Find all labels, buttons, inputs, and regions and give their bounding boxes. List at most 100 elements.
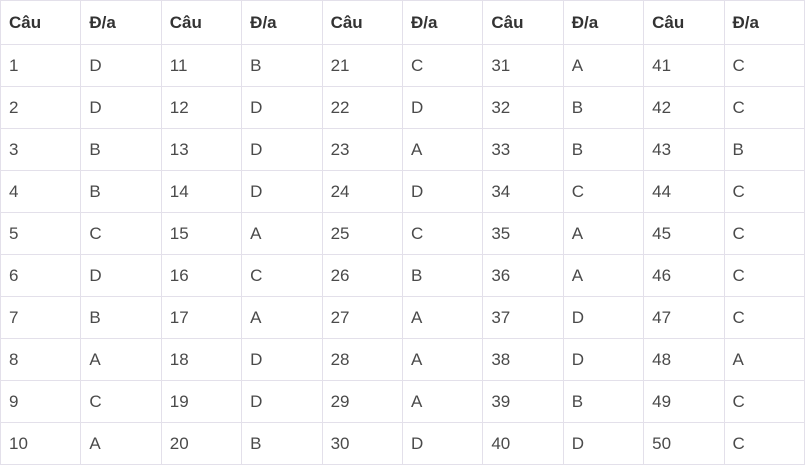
table-cell: D [241,86,323,129]
table-cell: B [241,422,323,465]
table-cell: 16 [160,254,243,297]
table-cell: 44 [643,170,725,213]
table-cell: 23 [321,128,403,171]
table-cell: D [562,422,645,465]
table-cell: 39 [482,380,564,423]
header-cell: Câu [482,0,564,45]
table-cell: 37 [482,296,564,339]
table-cell: C [80,212,162,255]
table-row: 8 A 18 D 28 A 38 D 48 A [0,338,806,381]
table-cell: A [401,380,484,423]
table-cell: 41 [643,44,725,87]
table-cell: 24 [321,170,403,213]
table-cell: D [241,380,323,423]
table-cell: C [723,296,806,339]
table-cell: D [401,422,484,465]
table-cell: C [241,254,323,297]
table-cell: 28 [321,338,403,381]
table-cell: 18 [160,338,243,381]
header-cell: Câu [321,0,403,45]
header-cell: Đ/a [401,0,484,45]
table-cell: C [723,86,806,129]
table-cell: 12 [160,86,243,129]
table-row: 9 C 19 D 29 A 39 B 49 C [0,380,806,423]
table-cell: 4 [0,170,82,213]
table-row: 5 C 15 A 25 C 35 A 45 C [0,212,806,255]
table-body: 1 D 11 B 21 C 31 A 41 C 2 D 12 D 22 D 32 B 42 C 3 B 13 D 23 A 33 B 4… [0,44,806,465]
table-cell: A [401,296,484,339]
table-cell: 15 [160,212,243,255]
table-cell: A [80,338,162,381]
table-cell: 17 [160,296,243,339]
table-row: 4 B 14 D 24 D 34 C 44 C [0,170,806,213]
table-cell: B [80,128,162,171]
table-cell: 1 [0,44,82,87]
table-cell: D [80,254,162,297]
table-cell: D [401,86,484,129]
table-cell: 7 [0,296,82,339]
table-cell: D [241,128,323,171]
table-cell: B [562,86,645,129]
table-row: 1 D 11 B 21 C 31 A 41 C [0,44,806,87]
table-cell: 3 [0,128,82,171]
table-cell: 26 [321,254,403,297]
table-cell: 35 [482,212,564,255]
table-cell: C [723,170,806,213]
table-cell: D [241,170,323,213]
table-cell: A [562,44,645,87]
table-cell: 8 [0,338,82,381]
table-cell: 45 [643,212,725,255]
table-cell: A [401,338,484,381]
table-cell: 10 [0,422,82,465]
table-cell: 9 [0,380,82,423]
table-cell: 21 [321,44,403,87]
table-cell: 49 [643,380,725,423]
table-cell: 32 [482,86,564,129]
table-cell: 31 [482,44,564,87]
table-cell: 50 [643,422,725,465]
table-row: 6 D 16 C 26 B 36 A 46 C [0,254,806,297]
table-cell: A [80,422,162,465]
table-cell: C [723,380,806,423]
table-row: 7 B 17 A 27 A 37 D 47 C [0,296,806,339]
header-cell: Câu [0,0,82,45]
table-cell: 20 [160,422,243,465]
table-cell: 48 [643,338,725,381]
table-cell: D [562,296,645,339]
table-cell: C [401,44,484,87]
table-cell: 6 [0,254,82,297]
table-cell: D [241,338,323,381]
table-cell: 47 [643,296,725,339]
table-cell: 19 [160,380,243,423]
table-cell: D [562,338,645,381]
table-cell: A [241,296,323,339]
table-cell: D [401,170,484,213]
table-cell: D [80,44,162,87]
table-cell: A [723,338,806,381]
table-cell: A [562,254,645,297]
header-cell: Câu [160,0,243,45]
table-cell: B [241,44,323,87]
table-cell: B [80,170,162,213]
table-cell: C [723,422,806,465]
table-row: 10 A 20 B 30 D 40 D 50 C [0,422,806,465]
table-row: 3 B 13 D 23 A 33 B 43 B [0,128,806,171]
table-cell: 38 [482,338,564,381]
table-cell: A [401,128,484,171]
table-cell: C [401,212,484,255]
table-cell: 33 [482,128,564,171]
table-cell: C [562,170,645,213]
table-cell: D [80,86,162,129]
table-cell: 43 [643,128,725,171]
header-cell: Câu [643,0,725,45]
table-cell: 27 [321,296,403,339]
table-cell: 2 [0,86,82,129]
table-cell: C [723,212,806,255]
table-cell: B [80,296,162,339]
table-cell: 25 [321,212,403,255]
table-cell: C [723,44,806,87]
table-cell: 34 [482,170,564,213]
table-cell: 36 [482,254,564,297]
